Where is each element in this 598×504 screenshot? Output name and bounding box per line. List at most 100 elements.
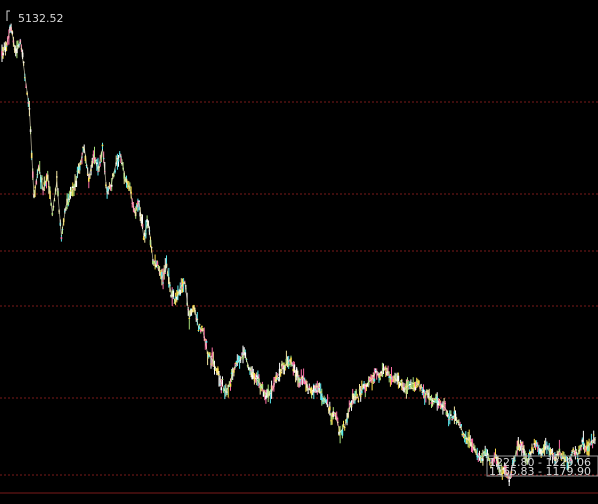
candle-body bbox=[113, 174, 115, 176]
candle-body bbox=[535, 445, 538, 446]
candle-body bbox=[129, 186, 131, 188]
candle-body bbox=[219, 383, 221, 385]
candle-body bbox=[225, 388, 227, 391]
candle-body bbox=[592, 434, 595, 436]
candle-body bbox=[94, 159, 97, 162]
candle-body bbox=[265, 395, 267, 400]
candle-body bbox=[189, 309, 192, 316]
candle-body bbox=[98, 166, 100, 169]
candle-body bbox=[414, 387, 417, 390]
candle-body bbox=[174, 296, 177, 299]
candle-body bbox=[154, 260, 156, 262]
candle-body bbox=[557, 453, 560, 457]
candle-body bbox=[423, 395, 426, 399]
candle-body bbox=[541, 450, 544, 454]
candle-body bbox=[160, 272, 162, 274]
candle-body bbox=[241, 353, 243, 355]
candle-body bbox=[501, 472, 504, 474]
candle-body bbox=[567, 466, 570, 468]
candle-body bbox=[311, 391, 314, 393]
candle-body bbox=[145, 233, 147, 235]
candle-body bbox=[430, 402, 433, 404]
candle-body bbox=[116, 158, 119, 160]
candle-body bbox=[88, 177, 90, 182]
candle-body bbox=[316, 390, 319, 392]
candle-body bbox=[73, 188, 75, 190]
candle-body bbox=[101, 144, 104, 147]
candle-body bbox=[583, 449, 586, 451]
candle-body bbox=[51, 212, 54, 215]
candle-body bbox=[293, 364, 296, 373]
candle-body bbox=[114, 170, 116, 173]
candle-body bbox=[463, 434, 466, 438]
candle-body bbox=[420, 386, 422, 388]
candle-body bbox=[228, 385, 231, 387]
candle-body bbox=[242, 354, 244, 360]
candle-body bbox=[455, 422, 458, 424]
candle-body bbox=[566, 461, 569, 471]
candle-body bbox=[482, 458, 484, 461]
candle-body bbox=[267, 389, 269, 398]
candle-body bbox=[586, 445, 588, 450]
candle-body bbox=[179, 289, 181, 295]
candle-body bbox=[468, 437, 470, 441]
candle-body bbox=[289, 360, 291, 362]
candle-body bbox=[437, 400, 440, 406]
candle-body bbox=[204, 339, 207, 341]
candle-body bbox=[323, 398, 325, 402]
high-value-label: 5132.52 bbox=[18, 12, 64, 25]
candle-body bbox=[502, 467, 505, 470]
candle-body bbox=[108, 185, 111, 188]
candle-body bbox=[389, 375, 392, 378]
candle-body bbox=[123, 172, 125, 179]
candle-body bbox=[538, 449, 540, 455]
price-series bbox=[1, 23, 597, 486]
candle-body bbox=[450, 414, 452, 416]
candle-body bbox=[377, 373, 379, 375]
candle-body bbox=[214, 368, 217, 370]
candle-body bbox=[112, 174, 114, 177]
candle-body bbox=[271, 386, 274, 388]
candle-body bbox=[319, 391, 322, 393]
candle-body bbox=[325, 399, 328, 403]
candle-body bbox=[412, 383, 414, 385]
candle-body bbox=[337, 421, 339, 423]
candle-body bbox=[118, 153, 121, 155]
candle-body bbox=[413, 384, 416, 389]
candle-body bbox=[75, 180, 78, 187]
candle-body bbox=[369, 377, 371, 381]
candle-body bbox=[358, 389, 361, 391]
candle-body bbox=[332, 411, 335, 417]
candle-body bbox=[334, 417, 337, 419]
candle-body bbox=[97, 171, 99, 173]
candle-body bbox=[474, 448, 476, 451]
candle-body bbox=[473, 447, 475, 449]
candle-body bbox=[433, 401, 435, 402]
candle-body bbox=[335, 416, 338, 420]
high-marker: 5132.52 bbox=[6, 10, 64, 25]
candle-body bbox=[338, 431, 340, 435]
candle-body bbox=[281, 363, 283, 367]
candle-body bbox=[485, 454, 488, 456]
price-range-readout: 1221.80 - 1229.06 1165.83 - 1179.90 bbox=[486, 455, 598, 478]
candle-body bbox=[282, 365, 284, 369]
candle-body bbox=[345, 420, 347, 422]
candle-body bbox=[294, 374, 297, 377]
range-readout-box bbox=[486, 455, 598, 477]
candle-body bbox=[309, 389, 312, 391]
candle-body bbox=[355, 390, 357, 396]
candle-body bbox=[270, 385, 273, 391]
candle-body bbox=[90, 169, 92, 171]
candle-body bbox=[536, 447, 539, 449]
candle-body bbox=[354, 395, 356, 401]
candle-body bbox=[546, 445, 548, 447]
candle-body bbox=[386, 372, 388, 376]
candle-body bbox=[65, 207, 67, 210]
candle-body bbox=[277, 378, 280, 380]
candle-body bbox=[14, 49, 17, 52]
candle-body bbox=[406, 379, 409, 381]
candle-body bbox=[109, 184, 112, 190]
candle-body bbox=[66, 198, 68, 205]
candle-body bbox=[186, 303, 188, 305]
